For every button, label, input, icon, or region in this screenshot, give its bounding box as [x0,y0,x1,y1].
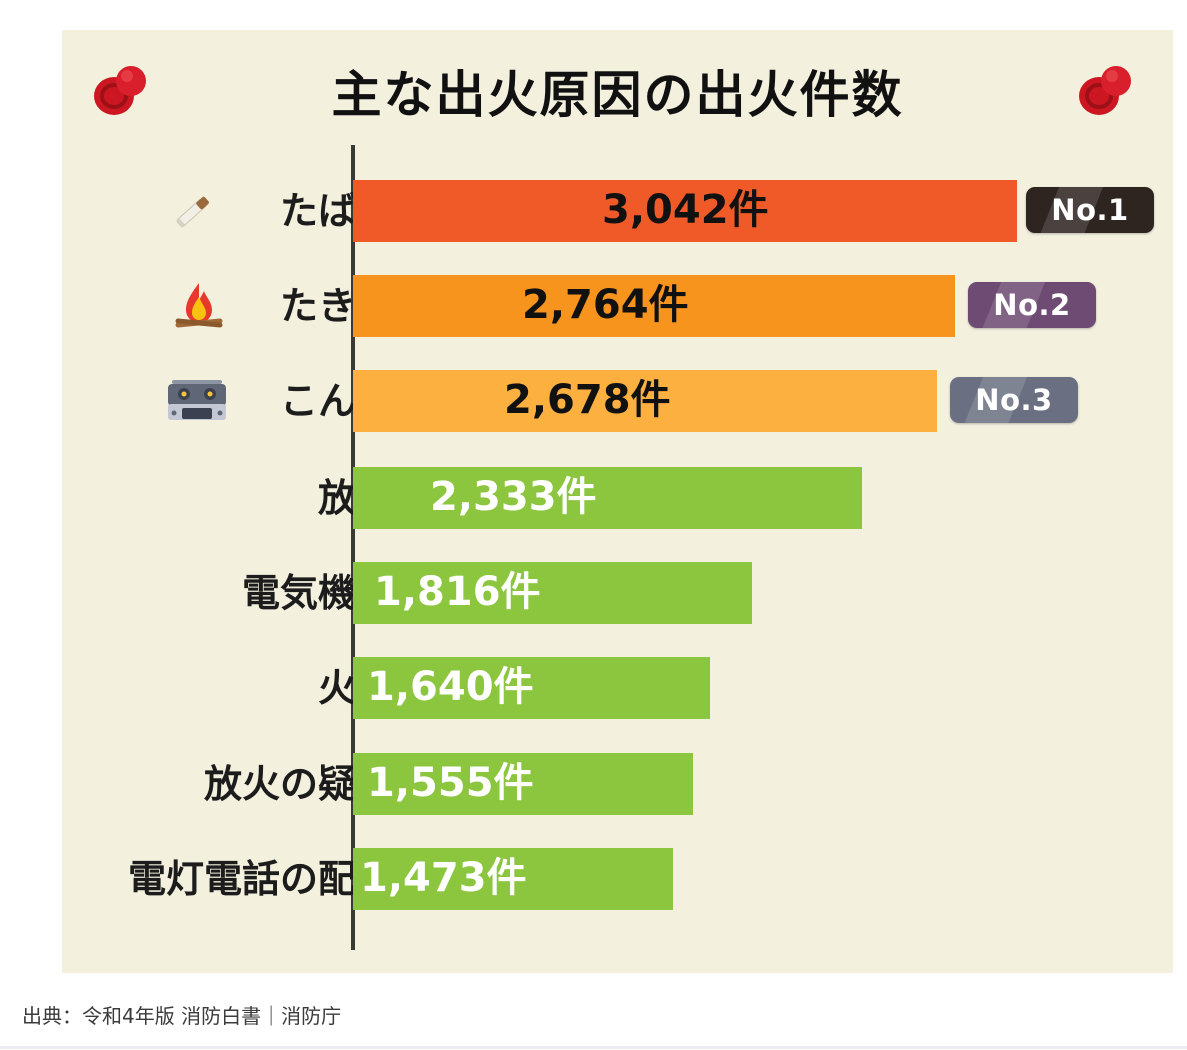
bar-value-label: 1,640件 [367,664,534,710]
bar-row: 放火の疑い 1,555件 [62,753,1173,815]
rank-badge-text: No.2 [993,288,1071,322]
rank-badge-text: No.3 [975,383,1053,417]
bar-rect [353,848,673,910]
bar-row: たばこ 3,042件 No.1 [62,180,1173,242]
bar-row: 電灯電話の配線 1,473件 [62,848,1173,910]
bar-row: 電気機器 1,816件 [62,562,1173,624]
rank-badge-no3: No.3 [950,377,1078,423]
bar-rect [353,657,710,719]
pushpin-icon-left [84,52,156,124]
bar-rect [353,753,693,815]
rank-badge-no1: No.1 [1026,187,1154,233]
bar-row-label: 電灯電話の配線 [127,857,394,901]
bar-rect [353,467,862,529]
bar-value-label: 2,764件 [522,282,689,328]
rank-badge-no2: No.2 [968,282,1096,328]
pushpin-icon-right [1069,52,1141,124]
cigarette-icon [164,182,222,240]
plot-area: たばこ 3,042件 No.1 たき火 [62,30,1173,973]
bar-value-label: 2,333件 [430,474,597,520]
bar-rect [353,562,752,624]
source-caption: 出典：令和4年版 消防白書｜消防庁 [22,1004,342,1028]
bar-rect [353,370,937,432]
bar-row: 火入 1,640件 [62,657,1173,719]
bottom-divider [0,1046,1187,1049]
bar-value-label: 1,816件 [374,569,541,615]
stove-icon [162,372,232,430]
campfire-icon [170,277,228,335]
rank-badge-text: No.1 [1051,193,1129,227]
bar-value-label: 2,678件 [504,377,671,423]
bar-rect [353,275,955,337]
bar-value-label: 1,555件 [367,760,534,806]
bar-row: 放火 2,333件 [62,467,1173,529]
bar-row: こんろ 2,678件 No.3 [62,370,1173,432]
bar-value-label: 3,042件 [602,187,769,233]
chart-panel: 主な出火原因の出火件数 たばこ 3,042件 [62,30,1173,973]
bar-rect [353,180,1017,242]
y-axis-line [351,145,355,950]
bar-value-label: 1,473件 [360,855,527,901]
bar-row: たき火 2,764件 No.2 [62,275,1173,337]
chart-title: 主な出火原因の出火件数 [331,66,904,124]
